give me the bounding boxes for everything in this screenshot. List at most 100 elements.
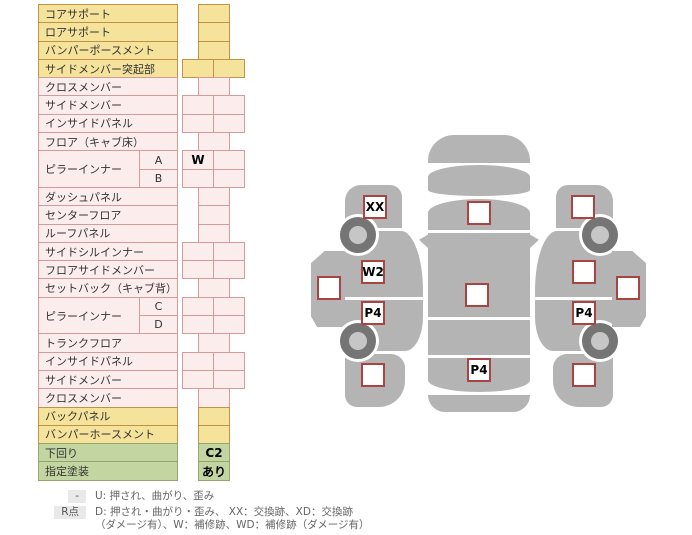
check-cell[interactable] [213, 260, 245, 280]
check-cell[interactable] [182, 168, 214, 188]
check-cell[interactable] [198, 22, 230, 42]
damage-marker[interactable] [465, 283, 489, 307]
part-sub-label: B [139, 168, 178, 188]
damage-marker[interactable]: W2 [361, 260, 385, 284]
part-row: サイドシルインナー [38, 241, 246, 262]
check-cell[interactable] [213, 58, 245, 79]
part-label: セットバック（キャブ背） [38, 278, 178, 298]
part-label: フロア（キャブ床） [38, 132, 178, 152]
right-mirror-icon [529, 234, 539, 249]
part-label: サイドメンバー [38, 95, 178, 115]
part-row: バックパネル [38, 406, 246, 426]
damage-marker[interactable] [317, 276, 341, 300]
legend-text-d: D: 押され・曲がり・歪み、 XX：交換跡、XD：交換跡 （ダメージ有）、W：補… [95, 505, 370, 532]
part-label: サイドメンバー [38, 369, 178, 390]
check-cell[interactable] [213, 113, 245, 134]
check-cell[interactable] [198, 278, 230, 298]
part-label: バックパネル [38, 406, 178, 426]
check-cell[interactable] [198, 40, 230, 60]
check-cell[interactable] [182, 369, 214, 390]
damage-marker[interactable] [616, 276, 640, 300]
check-cell[interactable] [213, 315, 245, 335]
damage-marker[interactable] [467, 201, 491, 225]
part-label: クロスメンバー [38, 388, 178, 408]
part-label: サイドシルインナー [38, 241, 178, 262]
check-cell[interactable] [182, 296, 214, 317]
damage-marker[interactable]: P4 [467, 358, 491, 382]
part-row: ダッシュパネル [38, 186, 246, 207]
check-cell[interactable] [198, 77, 230, 97]
part-label: インサイドパネル [38, 351, 178, 371]
check-cell[interactable] [213, 168, 245, 188]
part-label: トランクフロア [38, 333, 178, 353]
legend-badge-rpoint: R点 [54, 505, 86, 519]
part-row: ロアサポート [38, 22, 246, 42]
check-cell[interactable] [198, 424, 230, 445]
part-row: バンパーホースメント [38, 424, 246, 445]
left-mirror-icon [419, 234, 429, 249]
part-label: センターフロア [38, 205, 178, 225]
legend: - U: 押され、曲がり、歪み R点 D: 押され・曲がり・歪み、 XX：交換跡… [52, 490, 370, 535]
check-cell[interactable] [182, 58, 214, 79]
check-cell[interactable] [198, 4, 230, 24]
front-wheel-icon [582, 217, 618, 253]
check-cell[interactable] [198, 132, 230, 152]
damage-marker[interactable]: XX [363, 195, 387, 219]
part-label: ダッシュパネル [38, 186, 178, 207]
part-label: バンパーホースメント [38, 424, 178, 445]
check-cell[interactable]: C2 [198, 443, 230, 463]
part-row: トランクフロア [38, 333, 246, 353]
check-cell[interactable]: W [182, 150, 214, 170]
damage-marker[interactable] [572, 363, 596, 387]
right-outer-panel [612, 251, 646, 327]
part-row: バンパーポースメント [38, 40, 246, 60]
check-cell[interactable] [182, 95, 214, 115]
damage-marker[interactable] [572, 260, 596, 284]
check-cell[interactable] [182, 260, 214, 280]
left-side-view: XX W2 P4 [340, 185, 423, 407]
parts-table: コアサポート ロアサポート バンパーポースメント サイドメンバー突起部 クロスメンバーサ… [38, 4, 246, 481]
part-row: インサイドパネル [38, 351, 246, 371]
part-row: クロスメンバー [38, 388, 246, 408]
part-row: クロスメンバー [38, 77, 246, 97]
check-cell[interactable] [213, 296, 245, 317]
check-cell[interactable] [213, 241, 245, 262]
check-cell[interactable]: あり [198, 461, 230, 481]
check-cell[interactable] [213, 369, 245, 390]
part-row: フロア（キャブ床） [38, 132, 246, 152]
part-label: ルーフパネル [38, 223, 178, 243]
check-cell[interactable] [198, 406, 230, 426]
check-cell[interactable] [198, 333, 230, 353]
check-cell[interactable] [213, 95, 245, 115]
check-cell[interactable] [182, 351, 214, 371]
check-cell[interactable] [213, 351, 245, 371]
rear-wheel-icon [582, 323, 618, 359]
check-cell[interactable] [198, 186, 230, 207]
part-label: サイドメンバー突起部 [38, 58, 178, 79]
part-label: フロアサイドメンバー [38, 260, 178, 280]
part-row: 下回り C2 [38, 443, 246, 463]
part-label: 指定塗装 [38, 461, 178, 481]
check-cell[interactable] [182, 315, 214, 335]
check-cell[interactable] [198, 205, 230, 225]
part-row: センターフロア [38, 205, 246, 225]
left-outer-panel [311, 251, 345, 327]
damage-marker[interactable]: P4 [361, 301, 385, 325]
part-label: バンパーポースメント [38, 40, 178, 60]
top-view: P4 [419, 135, 539, 412]
check-cell[interactable] [213, 150, 245, 170]
legend-badge-dash: - [68, 490, 86, 503]
legend-text-u: U: 押され、曲がり、歪み [95, 490, 215, 502]
part-label: ロアサポート [38, 22, 178, 42]
damage-marker[interactable]: P4 [572, 301, 596, 325]
part-label: ピラーインナー [38, 150, 140, 188]
check-cell[interactable] [182, 241, 214, 262]
check-cell[interactable] [198, 223, 230, 243]
part-sub-label: D [139, 315, 178, 335]
check-cell[interactable] [182, 113, 214, 134]
right-side-view: P4 [535, 185, 618, 407]
check-cell[interactable] [198, 388, 230, 408]
damage-marker[interactable] [571, 195, 595, 219]
damage-marker[interactable] [361, 363, 385, 387]
legend-row-2: R点 D: 押され・曲がり・歪み、 XX：交換跡、XD：交換跡 （ダメージ有）、… [52, 505, 370, 533]
